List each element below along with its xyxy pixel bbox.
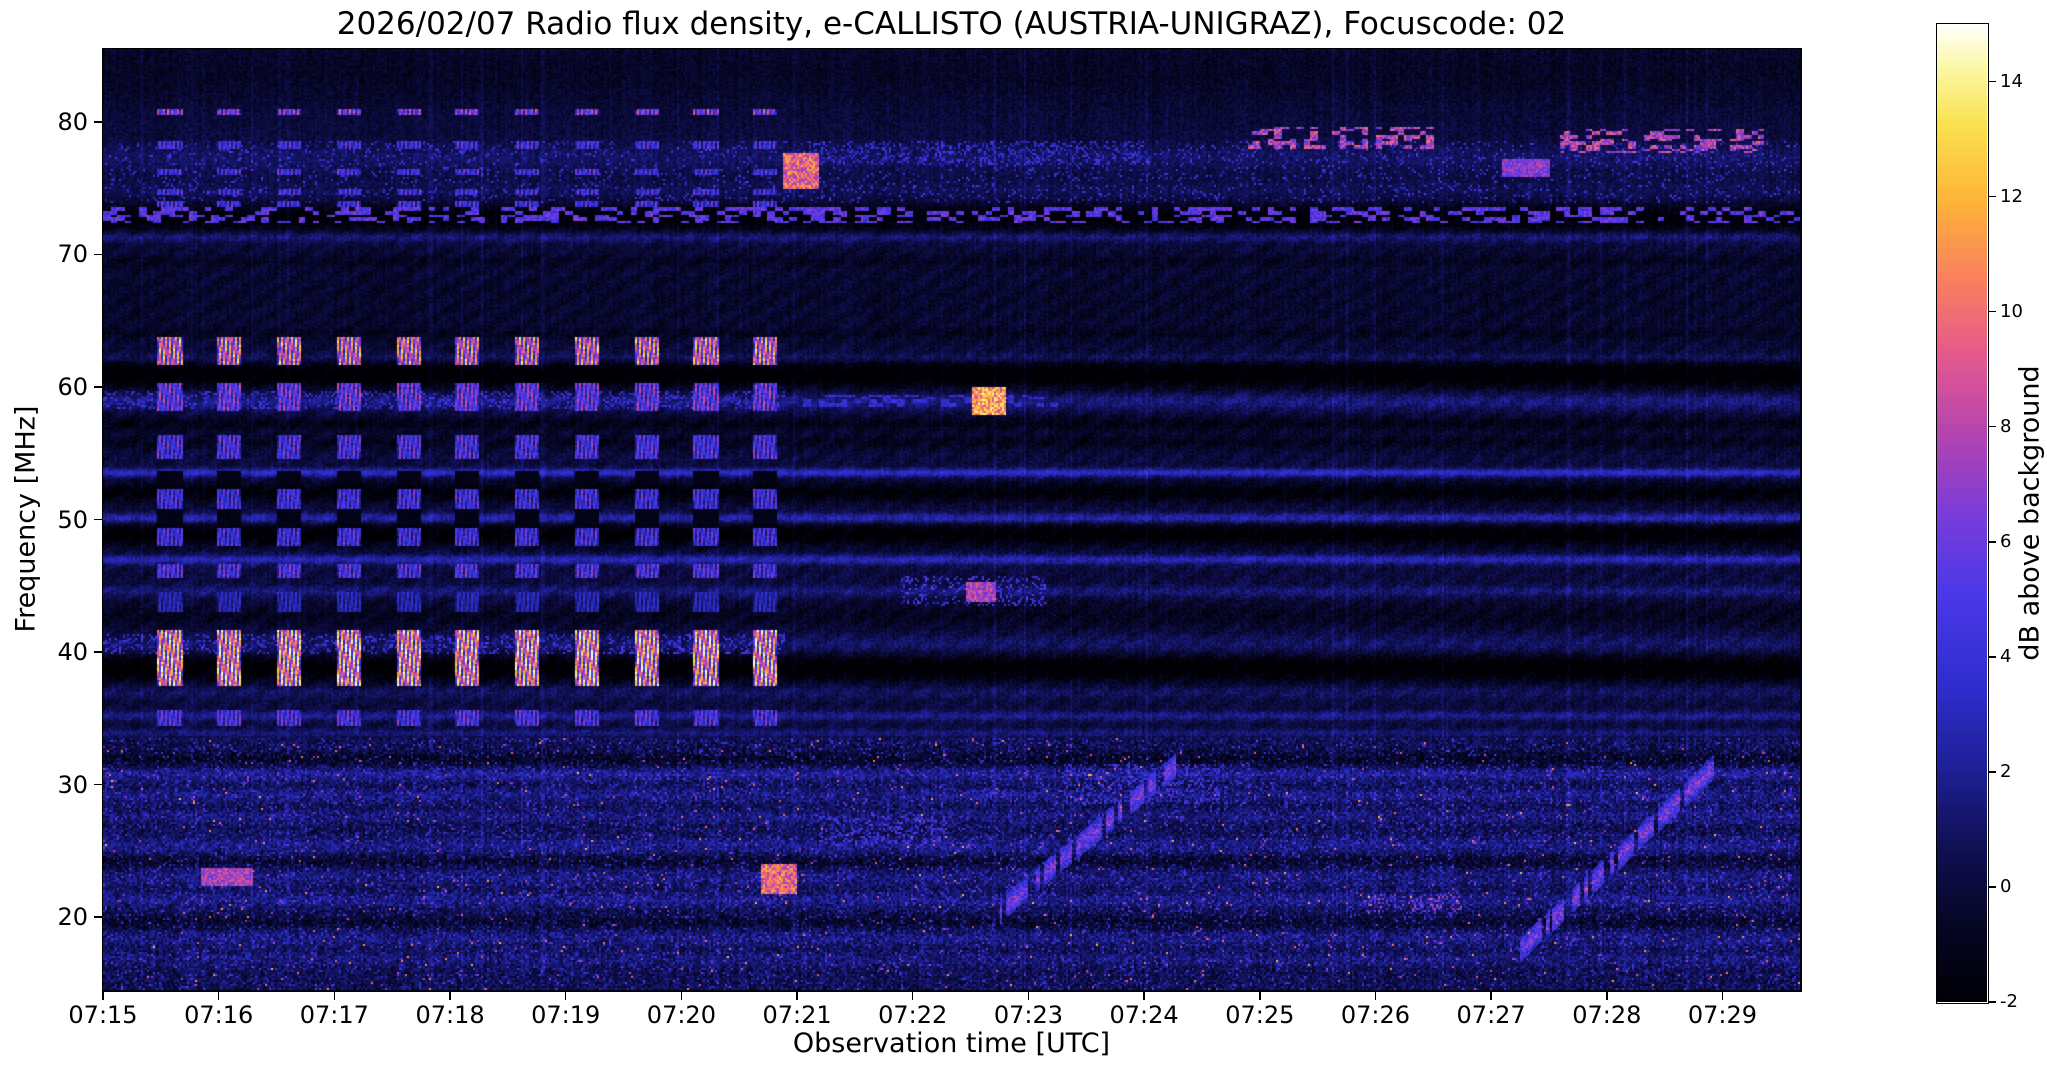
colorbar-tick-mark xyxy=(1989,771,1996,773)
colorbar-tick-label: 4 xyxy=(2000,645,2012,667)
x-tick-mark xyxy=(796,991,798,1000)
colorbar-tick-mark xyxy=(1989,1001,1996,1003)
y-tick-label: 70 xyxy=(57,240,88,269)
x-axis-label: Observation time [UTC] xyxy=(792,1028,1111,1059)
x-tick-label: 07:20 xyxy=(646,1001,716,1029)
colorbar-tick-mark xyxy=(1989,656,1996,658)
colorbar-tick-mark xyxy=(1989,886,1996,888)
colorbar-tick-label: 12 xyxy=(2000,185,2023,207)
colorbar-tick-mark xyxy=(1989,195,1996,198)
x-tick-label: 07:17 xyxy=(299,1001,369,1029)
y-tick-mark xyxy=(94,386,103,388)
colorbar-tick-mark xyxy=(1989,310,1996,313)
x-tick-mark xyxy=(911,991,914,1000)
x-tick-mark xyxy=(449,991,451,1000)
x-tick-label: 07:29 xyxy=(1687,1001,1758,1029)
x-tick-mark xyxy=(1490,991,1492,1000)
colorbar-tick-label: 8 xyxy=(2000,415,2012,437)
x-tick-mark xyxy=(564,991,567,1000)
y-tick-mark xyxy=(94,783,103,786)
y-tick-label: 50 xyxy=(57,505,88,534)
x-tick-label: 07:21 xyxy=(762,1001,832,1029)
colorbar-tick-label: 10 xyxy=(2000,300,2023,322)
colorbar-tick-label: 0 xyxy=(2000,875,2012,897)
colorbar-tick-mark xyxy=(1989,80,1996,83)
colorbar-tick-label: -2 xyxy=(2000,991,2018,1012)
spectrogram-canvas xyxy=(103,49,1800,990)
y-axis-label: Frequency [MHz] xyxy=(10,405,42,633)
x-tick-mark xyxy=(217,991,220,1000)
colorbar xyxy=(1936,23,1989,1004)
x-tick-label: 07:26 xyxy=(1340,1001,1411,1029)
y-tick-label: 30 xyxy=(57,770,88,799)
x-tick-label: 07:23 xyxy=(993,1001,1063,1029)
y-tick-mark xyxy=(94,121,103,123)
chart-title: 2026/02/07 Radio flux density, e-CALLIST… xyxy=(336,6,1567,42)
x-tick-mark xyxy=(1027,991,1030,1000)
y-tick-label: 20 xyxy=(57,903,88,932)
y-tick-label: 80 xyxy=(57,107,88,136)
y-tick-mark xyxy=(94,916,103,918)
x-tick-mark xyxy=(1606,991,1608,1000)
x-tick-mark xyxy=(1721,991,1724,1000)
x-tick-mark xyxy=(1259,991,1261,1000)
y-tick-mark xyxy=(94,518,103,521)
x-tick-mark xyxy=(1374,991,1377,1000)
x-tick-label: 07:16 xyxy=(184,1001,254,1029)
y-tick-label: 40 xyxy=(57,638,88,667)
colorbar-tick-mark xyxy=(1989,541,1996,543)
colorbar-gradient xyxy=(1937,24,1987,1002)
x-tick-mark xyxy=(1143,991,1145,1000)
x-tick-mark xyxy=(102,991,104,1000)
y-tick-mark xyxy=(94,651,103,653)
colorbar-label: dB above background xyxy=(2014,365,2046,661)
y-tick-mark xyxy=(94,253,103,256)
colorbar-tick-label: 6 xyxy=(2000,530,2012,552)
x-tick-label: 07:27 xyxy=(1456,1001,1526,1029)
plot-area xyxy=(102,48,1802,992)
x-tick-label: 07:25 xyxy=(1225,1001,1295,1029)
x-tick-label: 07:24 xyxy=(1109,1001,1179,1029)
x-tick-mark xyxy=(333,991,336,1000)
x-tick-label: 07:18 xyxy=(415,1001,485,1029)
colorbar-tick-label: 2 xyxy=(2000,760,2012,782)
colorbar-tick-label: 14 xyxy=(2000,70,2023,92)
colorbar-tick-mark xyxy=(1989,425,1996,428)
x-tick-label: 07:15 xyxy=(68,1001,138,1029)
x-tick-label: 07:28 xyxy=(1572,1001,1642,1029)
x-tick-label: 07:19 xyxy=(531,1001,601,1029)
y-tick-label: 60 xyxy=(57,372,88,401)
x-tick-label: 07:22 xyxy=(878,1001,948,1029)
x-tick-mark xyxy=(680,991,683,1000)
